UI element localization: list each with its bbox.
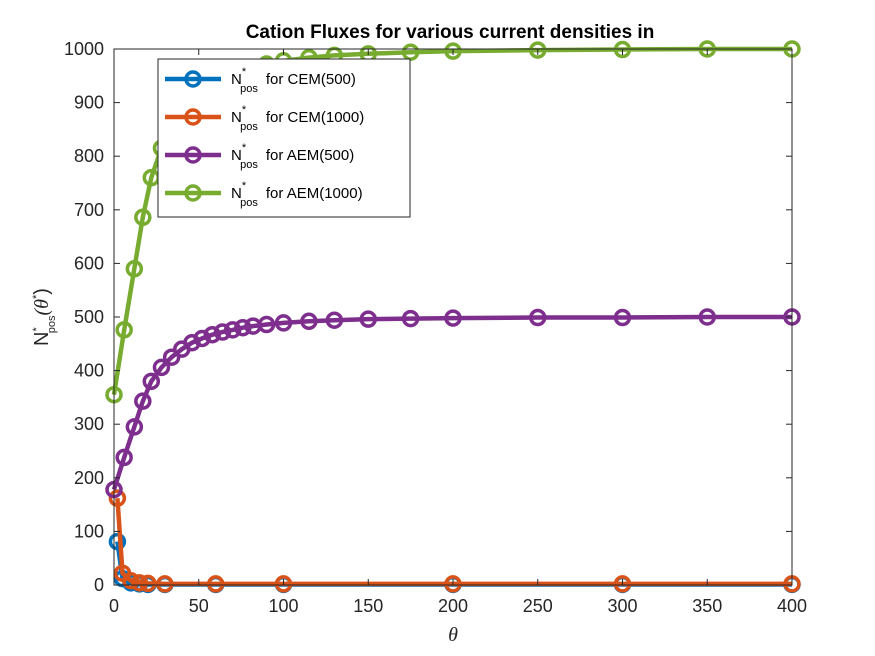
legend-label: N* pos for AEM(500) [231,142,354,171]
data-point [257,315,276,334]
legend-symbol-base: N [231,71,242,88]
legend-item: N* pos for CEM(500) [165,66,356,95]
legend-series-name: for CEM(500) [266,71,356,88]
data-point [444,309,462,327]
legend-symbol-sup: * [242,180,247,192]
x-tick-label: 350 [692,596,722,616]
data-point [156,575,174,593]
data-point [698,308,716,326]
y-axis-label-close: ) [31,288,53,295]
data-point [401,309,420,328]
data-point [529,41,547,59]
x-tick-label: 200 [438,596,468,616]
legend-symbol-sup: * [242,66,247,78]
y-axis-label-arg: (θ [31,299,53,316]
data-point [613,575,632,593]
data-point [203,325,222,344]
legend-label: N* pos for CEM(500) [231,66,356,95]
y-tick-label: 800 [74,146,104,166]
data-point [613,308,632,327]
chart-title: Cation Fluxes for various current densit… [246,22,655,43]
x-tick-label: 300 [607,596,637,616]
data-point [152,358,171,377]
series-3 [105,308,801,499]
legend-item: N* pos for AEM(1000) [165,180,363,209]
legend-label: N* pos for AEM(1000) [231,180,363,209]
data-point [529,308,547,327]
data-point [125,418,144,436]
legend-label: N* pos for CEM(1000) [231,104,364,133]
y-tick-label: 300 [74,414,104,434]
data-point [613,40,632,59]
legend-series-name: for AEM(1000) [266,185,363,202]
data-point [223,321,242,339]
legend-series-name: for CEM(1000) [266,109,364,126]
y-axis-label-sup: * [31,327,43,332]
y-axis-label-base: N [31,332,53,346]
data-point [300,312,318,331]
y-tick-label: 500 [74,307,104,327]
data-point [108,532,127,551]
legend-symbol-sub: pos [240,83,258,95]
data-point [125,260,144,278]
data-point [122,571,140,590]
data-point [108,489,127,507]
data-point [401,43,420,61]
legend: N* posfor CEM(500)N* posfor CEM(1000)N* pos… [157,58,411,218]
y-axis-label-sub: pos [46,315,58,333]
data-point [134,392,152,410]
data-point [359,310,377,328]
series-2 [108,489,801,593]
data-point [274,575,293,593]
legend-symbol-sup: * [242,142,247,154]
data-point [444,575,462,593]
y-tick-label: 700 [74,200,104,220]
data-point [115,321,133,339]
legend-swatch-marker [184,108,202,126]
x-tick-label: 150 [353,596,383,616]
legend-item: N* pos for AEM(500) [165,142,354,171]
x-tick-label: 100 [268,596,298,616]
y-tick-label: 200 [74,468,104,488]
legend-symbol-sup: * [242,104,247,116]
legend-swatch-marker [184,70,202,88]
legend-swatch-marker [184,146,202,164]
y-tick-label: 400 [74,361,104,381]
data-point [130,574,149,592]
data-point [193,329,211,348]
legend-swatch-marker [184,184,202,202]
y-tick-label: 900 [74,93,104,113]
data-point [444,42,462,60]
data-point [115,448,133,467]
y-tick-label: 600 [74,253,104,273]
data-point [234,318,252,337]
data-point [213,323,232,341]
data-point [206,575,225,593]
legend-item: N* pos for CEM(1000) [165,104,364,133]
data-point [139,574,157,593]
x-tick-label: 250 [523,596,553,616]
y-axis-label-arg-sup: * [31,294,43,299]
data-point [325,311,344,329]
legend-symbol-base: N [231,147,242,164]
x-tick-label: 0 [109,596,119,616]
y-tick-label: 1000 [64,39,104,59]
x-tick-label: 50 [189,596,209,616]
ticks-layer: 0 50 100 150 200 250 300 350 400 0 100 200 300 400 500… [64,39,807,616]
data-point [134,208,152,227]
y-tick-label: 0 [94,575,104,595]
data-point [274,314,293,332]
legend-symbol-sub: pos [240,121,258,133]
legend-symbol-base: N [231,185,242,202]
y-tick-label: 100 [74,521,104,541]
legend-series-name: for AEM(500) [266,147,354,164]
x-axis-label: θ [448,624,458,646]
y-axis-label: N* pos(θ*) [31,288,58,346]
legend-symbol-sub: pos [240,197,258,209]
legend-symbol-base: N [231,109,242,126]
x-tick-label: 400 [777,596,807,616]
data-point [142,372,161,391]
legend-symbol-sub: pos [240,159,258,171]
